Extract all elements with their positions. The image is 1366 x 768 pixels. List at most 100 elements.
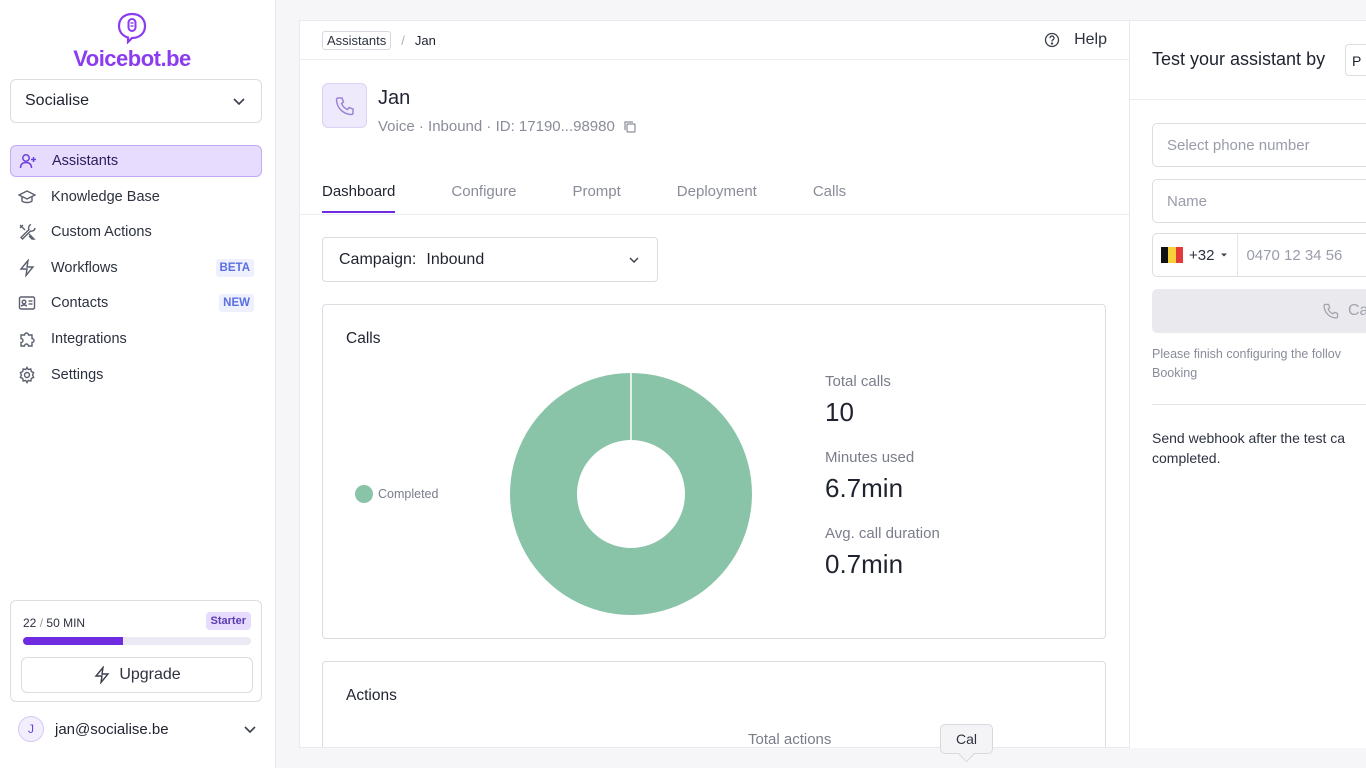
campaign-value: Inbound	[426, 250, 485, 268]
usage-progress-bar	[23, 637, 251, 645]
org-select[interactable]: Socialise	[10, 79, 262, 123]
help-button[interactable]: Help	[1044, 31, 1107, 49]
phone-icon	[1323, 303, 1339, 319]
calls-card-title: Calls	[346, 330, 381, 347]
assistant-name: Jan	[378, 87, 411, 109]
calls-donut-chart[interactable]	[509, 372, 753, 616]
usage-progress-fill	[23, 637, 124, 645]
country-code-select[interactable]: +32	[1153, 234, 1239, 276]
campaign-select[interactable]: Campaign: Inbound	[322, 237, 658, 282]
contact-card-icon	[18, 294, 36, 312]
breadcrumb-current: Jan	[414, 33, 436, 48]
chart-legend[interactable]: Completed	[355, 485, 438, 503]
divider	[1130, 99, 1366, 100]
test-panel: Test your assistant by P Select phone nu…	[1129, 20, 1366, 748]
sidebar-item-label: Custom Actions	[51, 224, 152, 241]
breadcrumb: Assistants / Jan	[322, 31, 436, 50]
donut-slice-completed[interactable]	[509, 373, 752, 615]
country-code: +32	[1189, 246, 1215, 264]
sidebar-item-label: Workflows	[51, 259, 118, 276]
stat-label-avg-duration: Avg. call duration	[825, 525, 940, 542]
stat-label-minutes-used: Minutes used	[825, 449, 915, 466]
call-button[interactable]: Ca	[1152, 289, 1366, 333]
stat-value-avg-duration: 0.7min	[825, 549, 904, 579]
assistant-meta: Voice · Inbound · ID: 17190...98980	[378, 118, 637, 135]
usage-separator: /	[39, 616, 44, 630]
stat-value-total-calls: 10	[825, 397, 854, 427]
logo[interactable]: Voicebot.be	[62, 12, 202, 72]
webhook-option[interactable]: Send webhook after the test ca completed…	[1152, 428, 1366, 468]
tab-deployment[interactable]: Deployment	[676, 183, 757, 200]
stat-label-total-calls: Total calls	[825, 373, 891, 390]
phone-number-select[interactable]: Select phone number	[1152, 123, 1366, 167]
campaign-label: Campaign:	[339, 250, 417, 268]
assistant-avatar	[322, 83, 367, 128]
tools-icon	[18, 223, 36, 241]
config-note-line1: Please finish configuring the follov	[1152, 347, 1342, 361]
usage-card: 22 / 50 MIN Starter Upgrade	[10, 600, 262, 702]
sidebar-item-settings[interactable]: Settings	[10, 359, 262, 391]
test-panel-title: Test your assistant by	[1152, 49, 1326, 69]
upgrade-button[interactable]: Upgrade	[21, 657, 253, 693]
breadcrumb-assistants-link[interactable]: Assistants	[322, 31, 392, 50]
assistant-meta-text: Voice · Inbound · ID: 17190...98980	[378, 118, 615, 135]
config-note-line2: Booking	[1152, 366, 1198, 380]
calls-card: Calls Completed Total calls 10 Minutes u…	[322, 304, 1106, 639]
user-email: jan@socialise.be	[55, 720, 169, 738]
chevron-down-icon	[629, 257, 639, 263]
belgium-flag-icon	[1161, 247, 1183, 263]
phone-number-select-placeholder: Select phone number	[1167, 136, 1310, 154]
avatar: J	[18, 716, 44, 742]
phone-input[interactable]: +32 0470 12 34 56	[1152, 233, 1366, 277]
question-circle-icon	[1044, 32, 1060, 48]
webhook-line1: Send webhook after the test ca	[1152, 430, 1346, 446]
name-field[interactable]: Name	[1152, 179, 1366, 223]
sidebar-item-assistants[interactable]: Assistants	[10, 145, 262, 177]
divider	[1152, 404, 1366, 405]
lightning-icon	[18, 258, 36, 277]
chevron-down-icon	[233, 98, 245, 106]
sidebar-item-integrations[interactable]: Integrations	[10, 323, 262, 355]
mic-bubble-icon	[117, 12, 147, 44]
sidebar-item-knowledge-base[interactable]: Knowledge Base	[10, 181, 262, 213]
copy-icon[interactable]	[623, 120, 637, 134]
phone-icon	[335, 96, 354, 115]
call-button-label: Ca	[1348, 302, 1366, 319]
tab-calls[interactable]: Calls	[812, 183, 847, 200]
user-plus-icon	[19, 152, 37, 170]
actions-subtitle: Total actions	[748, 731, 832, 748]
beta-badge: BETA	[215, 258, 254, 277]
brand-name: Voicebot.be	[73, 46, 191, 71]
sidebar-item-custom-actions[interactable]: Custom Actions	[10, 216, 262, 248]
usage-used: 22	[23, 616, 37, 630]
calls-stats: Total calls 10 Minutes used 6.7min Avg. …	[825, 373, 940, 601]
new-badge: NEW	[219, 294, 254, 313]
sidebar-item-label: Integrations	[51, 330, 127, 347]
divider	[300, 214, 1129, 215]
puzzle-icon	[18, 330, 36, 348]
test-mode-select[interactable]: P	[1345, 44, 1366, 76]
usage-limit: 50 MIN	[46, 616, 86, 630]
user-menu[interactable]: J jan@socialise.be	[18, 716, 258, 742]
webhook-line2: completed.	[1152, 450, 1221, 466]
actions-card-title: Actions	[346, 687, 397, 704]
legend-label-completed: Completed	[378, 487, 439, 501]
plan-badge: Starter	[205, 612, 251, 630]
tab-prompt[interactable]: Prompt	[572, 183, 621, 200]
upgrade-label: Upgrade	[119, 666, 181, 683]
sidebar-item-label: Assistants	[52, 153, 119, 169]
graduation-cap-icon	[18, 188, 36, 206]
lightning-icon	[94, 666, 110, 684]
tab-configure[interactable]: Configure	[451, 183, 517, 200]
sidebar-item-workflows[interactable]: Workflows BETA	[10, 252, 262, 284]
chevron-down-icon	[244, 726, 256, 734]
breadcrumb-separator: /	[401, 33, 405, 48]
usage-text: 22 / 50 MIN	[23, 616, 85, 630]
tab-dashboard[interactable]: Dashboard	[322, 173, 396, 213]
sidebar-item-contacts[interactable]: Contacts NEW	[10, 287, 262, 319]
divider	[300, 59, 1129, 60]
phone-number-placeholder: 0470 12 34 56	[1246, 246, 1343, 264]
legend-swatch	[355, 485, 373, 503]
gear-icon	[18, 365, 36, 384]
org-select-value: Socialise	[25, 92, 90, 109]
